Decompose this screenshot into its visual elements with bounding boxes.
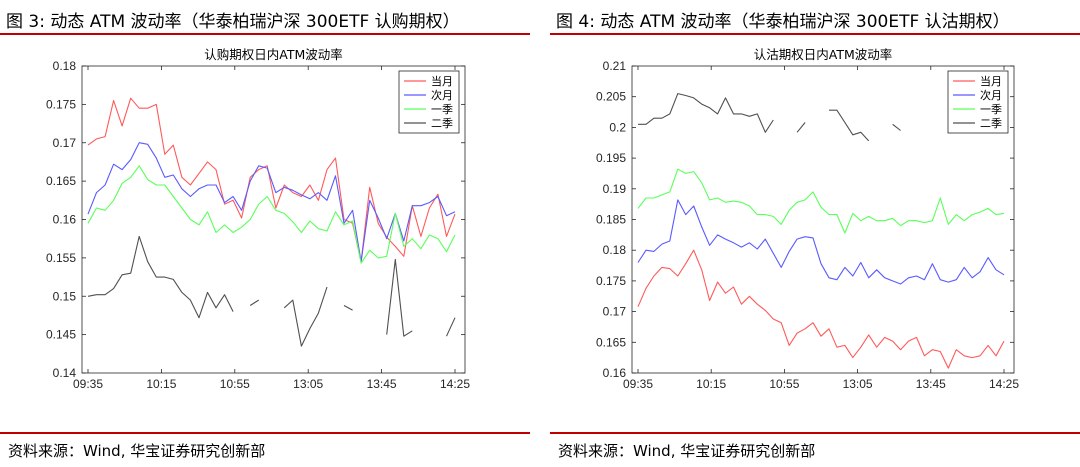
x-tick-label: 13:45 [367,377,397,391]
series-line [637,168,1005,234]
x-tick-label: 13:45 [916,377,946,391]
figure-title: 图 4: 动态 ATM 波动率（华泰柏瑞沪深 300ETF 认沽期权） [556,12,1010,32]
series-segment [638,93,774,133]
title-rule [550,33,1080,35]
legend-label: 当月 [431,74,453,88]
line-chart-call: 认购期权日内ATM波动率 0.14 0.145 0.15 0.155 0.16 0.165 0… [46,47,470,391]
series-segment [87,165,456,264]
footer-rule [550,432,1080,434]
series-segment [829,109,870,142]
line-chart-put: 认沽期权日内ATM波动率 0.16 0.165 0.17 0.175 0.18 0.185 0… [596,47,1019,391]
y-tick-label: 0.16 [603,366,627,380]
legend-label: 次月 [980,88,1002,102]
chart-panel-call: 图 3: 动态 ATM 波动率（华泰柏瑞沪深 300ETF 认购期权） 认购期权… [0,0,530,467]
title-rule [0,33,530,35]
series-segment [87,235,234,319]
series-segment [796,122,806,133]
y-tick-label: 0.15 [53,289,77,303]
series-segment [892,123,901,131]
series-segment [446,317,456,337]
legend-label: 当月 [980,74,1002,88]
figure-title: 图 3: 动态 ATM 波动率（华泰柏瑞沪深 300ETF 认购期权） [6,12,460,32]
series-segment [343,305,353,311]
legend-label: 一季 [980,103,1002,116]
footer-rule [0,432,530,434]
legend-label: 一季 [431,103,453,116]
legend-label: 二季 [431,117,453,130]
chart-title: 认沽期权日内ATM波动率 [754,47,893,62]
series-segment [249,299,259,306]
y-tick-label: 0.145 [46,328,76,342]
source-note: 资料来源：Wind, 华宝证券研究创新部 [558,442,816,460]
series-line [637,249,1005,369]
series-line [637,199,1005,285]
x-tick-label: 13:05 [843,377,873,391]
y-tick-label: 0.205 [596,90,626,104]
series-segment [637,168,1005,234]
x-tick-label: 10:15 [696,377,726,391]
x-tick-label: 10:55 [220,377,250,391]
x-tick-label: 14:25 [440,377,470,391]
y-tick-label: 0.17 [603,305,627,319]
series-line [87,165,456,264]
y-tick-label: 0.16 [53,213,77,227]
series-segment [637,249,1005,369]
y-tick-label: 0.165 [596,335,626,349]
series-segment [386,258,413,337]
x-tick-label: 09:35 [623,377,653,391]
y-tick-label: 0.18 [603,243,627,257]
series-segment [87,142,456,263]
y-tick-label: 0.185 [596,213,626,227]
y-tick-label: 0.175 [596,274,626,288]
y-tick-label: 0.175 [46,97,76,111]
y-tick-label: 0.17 [53,136,77,150]
series-line [87,97,456,263]
legend-label: 次月 [431,88,453,102]
x-tick-label: 10:15 [146,377,176,391]
x-tick-label: 14:25 [989,377,1019,391]
x-tick-label: 09:35 [73,377,103,391]
series-segment [87,97,456,263]
y-tick-label: 0.165 [46,174,76,188]
y-tick-label: 0.155 [46,251,76,265]
y-tick-label: 0.18 [53,59,77,73]
y-tick-label: 0.195 [596,151,626,165]
series-segment [637,199,1005,285]
chart-title: 认购期权日内ATM波动率 [204,47,343,62]
series-line [87,142,456,263]
y-tick-label: 0.19 [603,182,627,196]
x-tick-label: 10:55 [769,377,799,391]
chart-panel-put: 图 4: 动态 ATM 波动率（华泰柏瑞沪深 300ETF 认沽期权） 认沽期权… [550,0,1080,467]
series-line [87,235,456,347]
source-note: 资料来源：Wind, 华宝证券研究创新部 [8,442,266,460]
y-tick-label: 0.2 [609,120,626,134]
y-tick-label: 0.21 [603,59,627,73]
x-tick-label: 13:05 [293,377,323,391]
y-tick-label: 0.14 [53,366,77,380]
series-segment [283,286,328,347]
legend-label: 二季 [980,117,1002,130]
